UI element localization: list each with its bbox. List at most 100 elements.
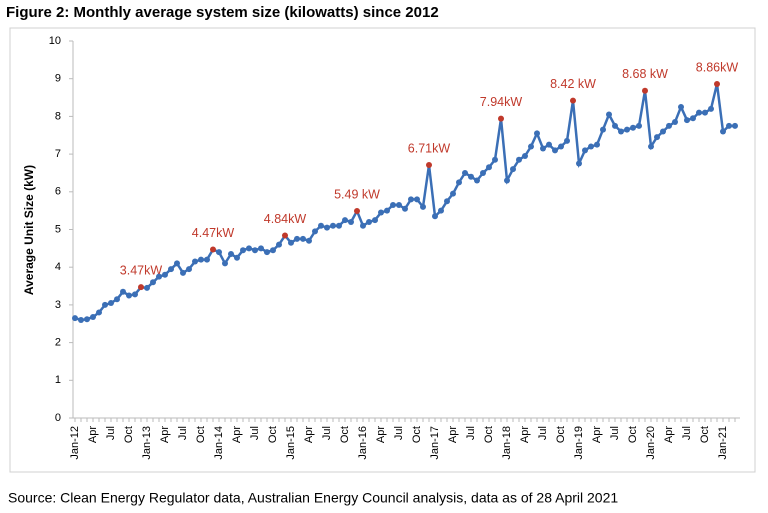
data-marker bbox=[540, 145, 546, 152]
y-axis-label: Average Unit Size (kW) bbox=[22, 165, 36, 295]
data-marker bbox=[606, 111, 612, 118]
data-marker bbox=[252, 247, 258, 254]
chart-title: Figure 2: Monthly average system size (k… bbox=[6, 4, 439, 21]
data-marker bbox=[204, 256, 210, 263]
x-tick-label: Jan-16 bbox=[357, 426, 369, 460]
x-tick-label: Oct bbox=[339, 426, 351, 443]
data-marker bbox=[672, 119, 678, 126]
data-marker bbox=[504, 177, 510, 184]
x-tick-label: Jan-21 bbox=[717, 426, 729, 460]
data-marker bbox=[486, 164, 492, 171]
data-marker bbox=[132, 291, 138, 298]
data-marker bbox=[114, 296, 120, 303]
data-marker bbox=[198, 256, 204, 263]
data-marker bbox=[438, 207, 444, 214]
x-tick-label: Jul bbox=[609, 426, 621, 440]
highlight-marker bbox=[642, 87, 648, 94]
y-tick-label: 2 bbox=[55, 337, 61, 349]
x-tick-label: Apr bbox=[231, 426, 243, 443]
data-marker bbox=[144, 284, 150, 291]
data-marker bbox=[222, 260, 228, 267]
data-marker bbox=[240, 247, 246, 254]
x-tick-label: Jul bbox=[465, 426, 477, 440]
data-marker bbox=[648, 143, 654, 150]
data-marker bbox=[630, 124, 636, 131]
data-marker bbox=[174, 260, 180, 267]
data-marker bbox=[696, 109, 702, 116]
x-tick-label: Jan-14 bbox=[213, 426, 225, 460]
highlight-marker bbox=[570, 97, 576, 104]
y-tick-label: 4 bbox=[55, 261, 61, 273]
data-marker bbox=[312, 228, 318, 235]
data-marker bbox=[654, 134, 660, 141]
data-marker bbox=[162, 271, 168, 278]
data-marker bbox=[414, 196, 420, 203]
data-marker bbox=[84, 316, 90, 323]
data-marker bbox=[192, 258, 198, 265]
x-tick-label: Oct bbox=[411, 426, 423, 443]
data-marker bbox=[342, 217, 348, 224]
x-tick-label: Oct bbox=[195, 426, 207, 443]
x-tick-label: Jul bbox=[681, 426, 693, 440]
data-marker bbox=[726, 122, 732, 129]
data-marker bbox=[600, 126, 606, 133]
data-marker bbox=[186, 266, 192, 273]
data-marker bbox=[432, 213, 438, 220]
data-label: 7.94kW bbox=[480, 95, 523, 109]
x-tick-label: Apr bbox=[519, 426, 531, 443]
data-marker bbox=[384, 207, 390, 214]
data-marker bbox=[444, 198, 450, 205]
data-marker bbox=[522, 152, 528, 159]
data-marker bbox=[624, 126, 630, 133]
data-marker bbox=[492, 156, 498, 163]
data-marker bbox=[246, 245, 252, 252]
data-marker bbox=[270, 247, 276, 254]
data-marker bbox=[450, 190, 456, 197]
data-label: 8.42 kW bbox=[550, 77, 596, 91]
data-marker bbox=[678, 103, 684, 110]
x-tick-label: Oct bbox=[555, 426, 567, 443]
x-tick-label: Apr bbox=[447, 426, 459, 443]
data-marker bbox=[102, 301, 108, 308]
data-marker bbox=[546, 141, 552, 148]
data-label: 6.71kW bbox=[408, 141, 451, 155]
data-marker bbox=[294, 235, 300, 242]
data-marker bbox=[168, 266, 174, 273]
x-tick-label: Apr bbox=[663, 426, 675, 443]
highlight-marker bbox=[498, 115, 504, 122]
y-tick-label: 3 bbox=[55, 299, 61, 311]
y-tick-label: 0 bbox=[55, 412, 61, 424]
x-tick-label: Oct bbox=[627, 426, 639, 443]
data-label: 4.84kW bbox=[264, 212, 307, 226]
x-tick-label: Oct bbox=[483, 426, 495, 443]
data-marker bbox=[390, 201, 396, 208]
data-marker bbox=[456, 179, 462, 186]
data-marker bbox=[306, 237, 312, 244]
x-tick-label: Jan-19 bbox=[573, 426, 585, 460]
data-marker bbox=[558, 143, 564, 150]
data-marker bbox=[216, 249, 222, 256]
data-marker bbox=[396, 201, 402, 208]
x-tick-label: Jan-15 bbox=[285, 426, 297, 460]
data-marker bbox=[462, 169, 468, 176]
x-tick-label: Oct bbox=[699, 426, 711, 443]
x-tick-label: Jul bbox=[321, 426, 333, 440]
y-tick-label: 7 bbox=[55, 148, 61, 160]
x-tick-label: Jan-12 bbox=[69, 426, 81, 460]
data-marker bbox=[324, 224, 330, 231]
data-marker bbox=[180, 269, 186, 276]
y-tick-label: 9 bbox=[55, 73, 61, 85]
x-tick-label: Oct bbox=[267, 426, 279, 443]
x-tick-label: Jan-13 bbox=[141, 426, 153, 460]
y-tick-label: 5 bbox=[55, 223, 61, 235]
x-tick-label: Apr bbox=[303, 426, 315, 443]
data-marker bbox=[402, 205, 408, 212]
y-tick-label: 10 bbox=[49, 35, 61, 47]
x-tick-label: Jul bbox=[249, 426, 261, 440]
data-marker bbox=[690, 115, 696, 122]
data-marker bbox=[552, 147, 558, 154]
data-marker bbox=[288, 239, 294, 246]
data-marker bbox=[360, 222, 366, 229]
y-tick-label: 1 bbox=[55, 374, 61, 386]
data-marker bbox=[318, 222, 324, 229]
